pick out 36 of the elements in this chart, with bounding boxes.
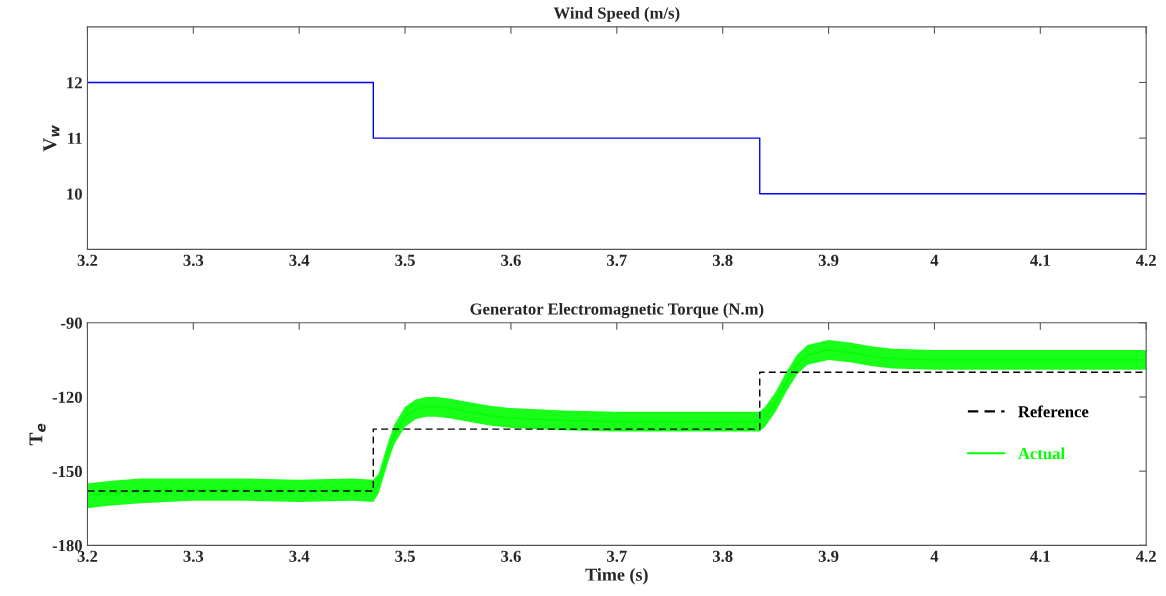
x-tick-label: 3.4 <box>289 550 310 562</box>
x-tick-label: 4.2 <box>1135 254 1156 267</box>
x-tick-label: 3.7 <box>607 550 627 562</box>
x-tick-label: 3.3 <box>183 550 204 562</box>
y-tick-label: 11 <box>68 132 82 144</box>
x-tick-label: 3.5 <box>395 254 415 267</box>
x-tick-label: 3.5 <box>395 550 415 562</box>
x-tick-label: 3.3 <box>183 254 204 267</box>
y-tick-label: -150 <box>52 465 82 478</box>
x-tick-label: 3.9 <box>818 254 839 267</box>
x-tick-label: 3.8 <box>712 550 733 562</box>
x-tick-label: 3.6 <box>501 550 521 562</box>
x-tick-label: 3.7 <box>607 254 627 267</box>
y-tick-label: -90 <box>60 317 82 329</box>
legend-label: Actual <box>1018 447 1065 460</box>
y-tick-label: 10 <box>67 188 82 200</box>
chart-title: Wind Speed (m/s) <box>553 6 680 23</box>
y-axis-title: T$_{e}$ <box>29 423 46 446</box>
x-tick-label: 3.2 <box>77 550 98 562</box>
legend-label: Reference <box>1018 405 1089 418</box>
x-tick-label: 3.2 <box>77 254 98 267</box>
x-tick-label: 4.1 <box>1030 254 1050 267</box>
x-tick-label: 3.4 <box>289 254 310 267</box>
y-tick-label: 12 <box>67 77 82 89</box>
x-tick-label: 3.6 <box>501 254 521 267</box>
chart-title: Generator Electromagnetic Torque (N.m) <box>470 302 764 319</box>
y-axis-title: V$_{w}$ <box>43 124 60 152</box>
y-tick-label: -180 <box>52 540 82 552</box>
x-tick-label: 4 <box>930 254 939 266</box>
x-tick-label: 4.2 <box>1135 550 1156 562</box>
y-tick-label: -120 <box>52 391 82 403</box>
x-tick-label: 3.9 <box>818 550 839 562</box>
x-axis-title: Time (s) <box>585 568 648 585</box>
x-tick-label: 4.1 <box>1030 550 1050 562</box>
x-tick-label: 3.8 <box>712 254 733 267</box>
x-tick-label: 4 <box>930 550 939 562</box>
